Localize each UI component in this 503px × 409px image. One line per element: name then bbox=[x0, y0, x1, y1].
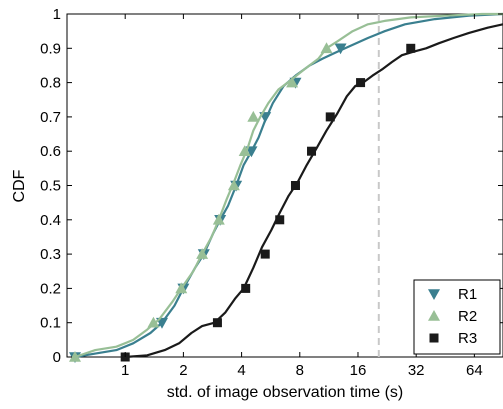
data-point-r2 bbox=[247, 110, 260, 122]
data-point-r3 bbox=[325, 112, 335, 122]
y-tick-label: 0.9 bbox=[40, 40, 61, 57]
x-axis-ticks: 1 2 4 8 16 32 64 bbox=[121, 14, 483, 379]
x-tick-label: 2 bbox=[179, 362, 187, 379]
y-tick-label: 0.3 bbox=[40, 246, 61, 263]
data-point-r3 bbox=[307, 146, 317, 156]
legend-entry-r2: R2 bbox=[428, 308, 477, 325]
data-point-r3 bbox=[356, 78, 366, 88]
y-tick-label: 0.4 bbox=[40, 212, 61, 229]
x-tick-label: 8 bbox=[296, 362, 304, 379]
y-tick-label: 0.2 bbox=[40, 280, 61, 297]
legend-marker-r1 bbox=[428, 289, 440, 300]
series-layer bbox=[69, 12, 503, 363]
x-tick-label: 16 bbox=[350, 362, 367, 379]
y-tick-label: 0.5 bbox=[40, 178, 61, 195]
x-axis-label: std. of image observation time (s) bbox=[167, 384, 404, 401]
y-tick-label: 0.7 bbox=[40, 109, 61, 126]
data-point-r2 bbox=[212, 213, 225, 225]
data-point-r2 bbox=[320, 42, 333, 54]
data-point-r2 bbox=[175, 282, 188, 294]
legend-entry-r3: R3 bbox=[429, 330, 477, 347]
data-point-r1 bbox=[245, 146, 258, 158]
y-tick-label: 1 bbox=[53, 6, 61, 23]
legend-label-r1: R1 bbox=[458, 286, 477, 303]
x-tick-label: 4 bbox=[237, 362, 245, 379]
data-point-r3 bbox=[212, 318, 222, 328]
legend-label-r3: R3 bbox=[458, 330, 477, 347]
data-point-r3 bbox=[406, 43, 416, 53]
y-tick-label: 0 bbox=[53, 349, 61, 366]
data-point-r3 bbox=[241, 283, 251, 293]
y-tick-label: 0.8 bbox=[40, 75, 61, 92]
series-line-r3 bbox=[125, 23, 503, 359]
data-point-r2 bbox=[286, 76, 299, 88]
legend-marker-r2 bbox=[428, 310, 440, 321]
legend-label-r2: R2 bbox=[458, 308, 477, 325]
data-point-r1 bbox=[334, 43, 347, 55]
series-r2 bbox=[69, 12, 503, 362]
y-axis-ticks: 0 0.1 0.2 0.3 0.4 0.5 0.6 0.7 0.8 0.9 1 bbox=[40, 6, 503, 366]
x-tick-label: 64 bbox=[466, 362, 483, 379]
data-point-r3 bbox=[260, 249, 270, 259]
legend-box bbox=[413, 279, 501, 355]
data-point-r2 bbox=[227, 179, 240, 191]
data-point-r2 bbox=[147, 316, 160, 328]
y-tick-label: 0.6 bbox=[40, 143, 61, 160]
legend-entry-r1: R1 bbox=[428, 286, 477, 303]
data-point-r2 bbox=[196, 248, 209, 259]
data-point-r3 bbox=[290, 181, 300, 190]
y-axis-label: CDF bbox=[11, 169, 28, 202]
legend: R1 R2 R3 bbox=[413, 279, 501, 355]
data-point-r2 bbox=[238, 145, 251, 156]
y-tick-label: 0.1 bbox=[40, 315, 61, 332]
series-line-r2 bbox=[74, 12, 503, 359]
x-tick-label: 32 bbox=[408, 362, 425, 379]
data-point-r2 bbox=[69, 351, 82, 362]
legend-marker-r3 bbox=[429, 333, 439, 343]
data-point-r3 bbox=[275, 215, 285, 225]
x-tick-label: 1 bbox=[121, 362, 129, 379]
